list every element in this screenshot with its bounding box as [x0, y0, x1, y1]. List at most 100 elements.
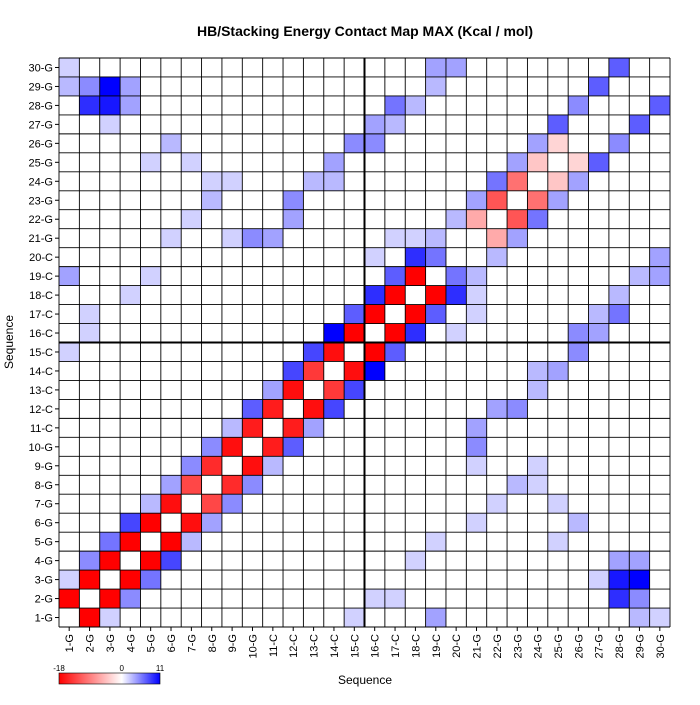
heatmap-cell	[486, 494, 508, 514]
heatmap-cell	[507, 58, 528, 77]
heatmap-cell	[568, 570, 589, 590]
heatmap-cell	[221, 58, 243, 77]
heatmap-cell	[486, 323, 508, 343]
heatmap-cell	[344, 570, 365, 590]
heatmap-cell	[608, 494, 630, 514]
heatmap-cell	[466, 266, 487, 286]
heatmap-cell	[344, 418, 365, 438]
heatmap-cell	[425, 437, 446, 457]
heatmap-cell	[364, 114, 385, 134]
heatmap-cell	[59, 247, 80, 267]
heatmap-cell	[323, 570, 345, 590]
heatmap-cell	[323, 247, 345, 267]
y-tick-label: 22-G	[29, 214, 53, 226]
heatmap-cell	[323, 399, 345, 419]
heatmap-cell	[364, 152, 385, 172]
heatmap-cell	[568, 76, 589, 96]
heatmap-cell	[425, 532, 446, 552]
heatmap-cell	[384, 342, 406, 362]
heatmap-cell	[160, 570, 182, 590]
heatmap-cell	[588, 152, 609, 172]
heatmap-cell	[160, 551, 182, 571]
colorbar-tick-label: 11	[156, 664, 165, 673]
heatmap-cell	[486, 190, 508, 210]
heatmap-cell	[181, 380, 202, 400]
heatmap-cell	[59, 475, 80, 495]
heatmap-cell	[568, 513, 589, 533]
heatmap-cell	[221, 152, 243, 172]
heatmap-cell	[445, 304, 467, 324]
heatmap-cell	[120, 380, 141, 400]
heatmap-cell	[364, 380, 385, 400]
heatmap-cell	[466, 133, 487, 153]
heatmap-cell	[59, 437, 80, 457]
heatmap-cell	[201, 228, 222, 248]
heatmap-cell	[507, 551, 528, 571]
heatmap-cell	[649, 475, 670, 495]
heatmap-cell	[405, 304, 426, 324]
heatmap-cell	[221, 532, 243, 552]
heatmap-cell	[303, 323, 324, 343]
heatmap-cell	[140, 304, 161, 324]
x-tick-label: 16-C	[370, 634, 382, 658]
heatmap-cell	[364, 589, 385, 609]
heatmap-cell	[507, 418, 528, 438]
heatmap-cell	[405, 247, 426, 267]
heatmap-cell	[445, 608, 467, 627]
heatmap-cell	[507, 456, 528, 476]
heatmap-cell	[629, 456, 650, 476]
heatmap-cell	[649, 323, 670, 343]
heatmap-cell	[120, 570, 141, 590]
heatmap-cell	[59, 95, 80, 115]
heatmap-cell	[344, 247, 365, 267]
heatmap-cell	[303, 361, 324, 381]
heatmap-cell	[486, 380, 508, 400]
heatmap-cell	[344, 399, 365, 419]
heatmap-cell	[140, 58, 161, 77]
heatmap-cell	[262, 608, 284, 627]
heatmap-cell	[568, 266, 589, 286]
heatmap-cell	[405, 437, 426, 457]
heatmap-cell	[181, 209, 202, 229]
heatmap-cell	[649, 494, 670, 514]
heatmap-cell	[425, 380, 446, 400]
heatmap-cell	[303, 475, 324, 495]
heatmap-cell	[486, 285, 508, 305]
heatmap-cell	[608, 380, 630, 400]
heatmap-cell	[323, 513, 345, 533]
heatmap-cell	[384, 152, 406, 172]
heatmap-cell	[344, 114, 365, 134]
heatmap-cell	[507, 209, 528, 229]
heatmap-cell	[201, 399, 222, 419]
heatmap-cell	[608, 95, 630, 115]
heatmap-cell	[303, 190, 324, 210]
heatmap-cell	[79, 266, 100, 286]
heatmap-cell	[527, 95, 548, 115]
heatmap-cell	[384, 171, 406, 191]
heatmap-cell	[303, 152, 324, 172]
heatmap-cell	[303, 494, 324, 514]
heatmap-cell	[59, 285, 80, 305]
heatmap-cell	[99, 361, 121, 381]
heatmap-cell	[445, 456, 467, 476]
heatmap-cell	[384, 247, 406, 267]
heatmap-cell	[466, 513, 487, 533]
y-tick-label: 25-G	[29, 157, 53, 169]
heatmap-cell	[160, 532, 182, 552]
heatmap-cell	[323, 266, 345, 286]
heatmap-cell	[262, 58, 284, 77]
heatmap-cell	[283, 209, 304, 229]
heatmap-cell	[181, 361, 202, 381]
heatmap-cell	[425, 589, 446, 609]
heatmap-cell	[181, 589, 202, 609]
heatmap-cell	[384, 304, 406, 324]
heatmap-cell	[59, 399, 80, 419]
heatmap-cell	[79, 342, 100, 362]
heatmap-cell	[160, 304, 182, 324]
heatmap-cell	[425, 399, 446, 419]
heatmap-cell	[242, 304, 263, 324]
heatmap-cell	[588, 76, 609, 96]
heatmap-cell	[323, 171, 345, 191]
heatmap-cell	[140, 475, 161, 495]
heatmap-cell	[181, 399, 202, 419]
